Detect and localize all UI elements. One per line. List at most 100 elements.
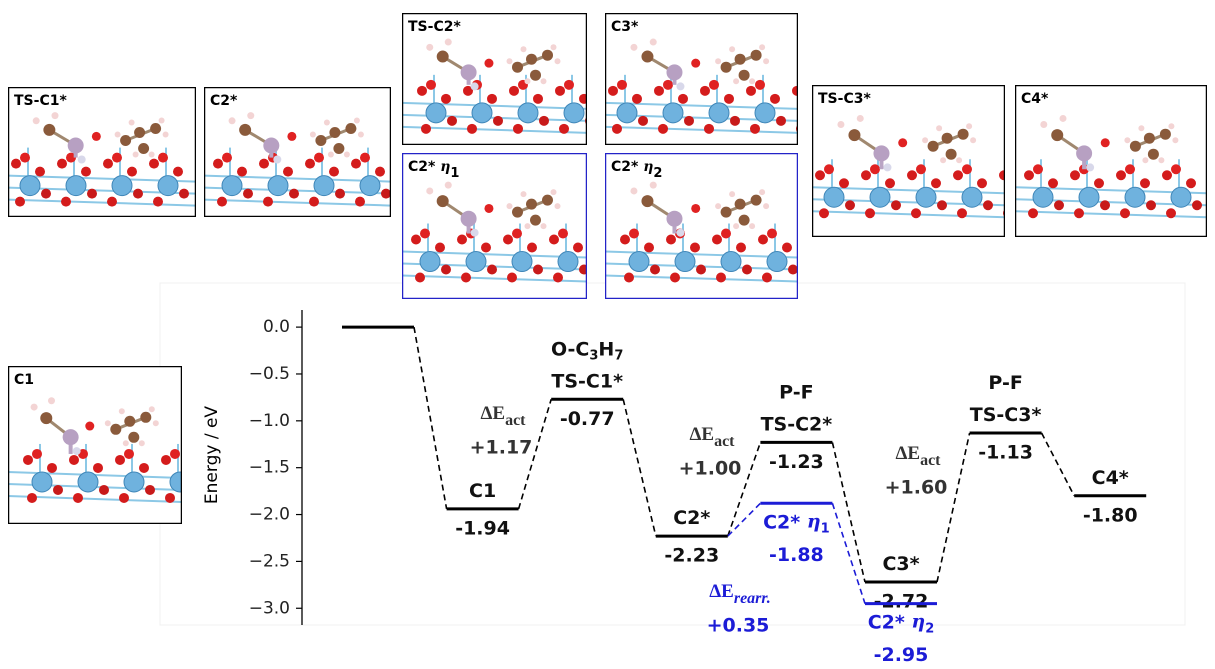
atom-h xyxy=(229,117,236,124)
atom-h xyxy=(52,112,59,119)
label-part: 2 xyxy=(925,621,934,636)
atom-c xyxy=(437,195,449,207)
atom-o xyxy=(133,189,143,199)
atom-o xyxy=(263,197,273,207)
atom-h xyxy=(521,46,527,52)
atom-ti xyxy=(558,252,578,272)
atom-o xyxy=(736,243,746,253)
atom-h xyxy=(1040,121,1047,128)
atom-h xyxy=(551,44,557,50)
atom-ti xyxy=(663,103,683,123)
atom-o xyxy=(663,80,673,90)
atom-ti xyxy=(721,252,741,272)
atom-h xyxy=(153,420,159,426)
label-part: η xyxy=(911,611,925,633)
atom-o xyxy=(632,94,642,104)
atom-o xyxy=(612,124,622,134)
atom-c xyxy=(437,51,449,63)
atom-o xyxy=(484,59,493,68)
atom-o xyxy=(937,200,947,210)
atom-o xyxy=(69,455,79,465)
atom-h xyxy=(922,137,928,143)
atom-o xyxy=(259,159,269,169)
atom-h xyxy=(445,182,452,189)
value-label: -0.77 xyxy=(560,408,615,430)
atom-f xyxy=(676,229,684,237)
atom-h xyxy=(630,187,637,194)
atom-o xyxy=(845,200,855,210)
atom-o xyxy=(620,235,630,245)
atom-o xyxy=(885,178,895,188)
atom-o xyxy=(861,170,871,180)
atom-ti xyxy=(20,176,40,196)
atom-o xyxy=(351,159,361,169)
atom-f xyxy=(78,156,86,164)
atom-o xyxy=(670,273,680,283)
atom-c xyxy=(735,199,746,210)
atom-c xyxy=(345,123,356,134)
atom-c xyxy=(739,215,750,226)
atom-o xyxy=(629,229,639,239)
atom-h xyxy=(1172,137,1178,143)
atom-c xyxy=(641,195,653,207)
atom-ti xyxy=(472,103,492,123)
atom-o xyxy=(911,208,921,218)
label-part: C2* xyxy=(408,159,440,175)
atom-o xyxy=(977,178,987,188)
label-part: C2* xyxy=(868,611,912,633)
atom-o xyxy=(870,164,880,174)
level-label: C2* η1 xyxy=(763,510,830,536)
atom-o xyxy=(487,94,497,104)
label-part: 3 xyxy=(589,348,598,363)
atom-o xyxy=(237,167,247,177)
atom-o xyxy=(1028,208,1038,218)
label-part: C2* xyxy=(210,93,238,109)
atom-h xyxy=(426,44,433,51)
level-label: TS-C2* xyxy=(761,413,833,435)
atom-h xyxy=(650,182,657,189)
atom-o xyxy=(305,159,315,169)
atom-o xyxy=(329,167,339,177)
atom-o xyxy=(99,485,109,495)
atom-o xyxy=(107,197,117,207)
label-part: TS-C2* xyxy=(408,19,461,35)
atom-o xyxy=(758,235,768,245)
atom-o xyxy=(119,493,129,503)
atom-c xyxy=(530,215,541,226)
label-part: TS-C2* xyxy=(761,413,833,435)
atom-c xyxy=(751,195,762,206)
atom-c xyxy=(140,412,151,423)
atom-o xyxy=(1054,200,1064,210)
atom-o xyxy=(173,167,183,177)
atom-h xyxy=(763,203,769,209)
atom-o xyxy=(287,132,296,141)
label-part: C4* xyxy=(1092,466,1129,488)
panel-label: TS-C3* xyxy=(818,91,871,107)
atom-h xyxy=(956,157,962,163)
atom-h xyxy=(123,440,129,446)
atom-o xyxy=(411,235,421,245)
atom-o xyxy=(579,265,589,275)
atom-o xyxy=(684,116,694,126)
atom-h xyxy=(507,58,513,64)
label-part: C3* xyxy=(611,19,639,35)
value-label: -2.72 xyxy=(874,591,929,613)
atom-o xyxy=(533,265,543,275)
panel-label: C2* xyxy=(210,93,238,109)
atom-o xyxy=(782,243,792,253)
atom-o xyxy=(1074,208,1084,218)
label-part: η xyxy=(440,159,450,175)
atom-o xyxy=(564,80,574,90)
atom-o xyxy=(1171,164,1181,174)
label-part: act xyxy=(920,452,941,469)
label-part: C1 xyxy=(14,372,34,388)
atom-o xyxy=(617,80,627,90)
label-part: η xyxy=(807,510,821,532)
y-axis-label: Energy / eV xyxy=(202,406,222,505)
atom-h xyxy=(119,408,125,414)
atom-h xyxy=(555,58,561,64)
atom-o xyxy=(704,124,714,134)
atom-ti xyxy=(314,176,334,196)
atom-h xyxy=(129,120,135,126)
atom-o xyxy=(555,86,565,96)
